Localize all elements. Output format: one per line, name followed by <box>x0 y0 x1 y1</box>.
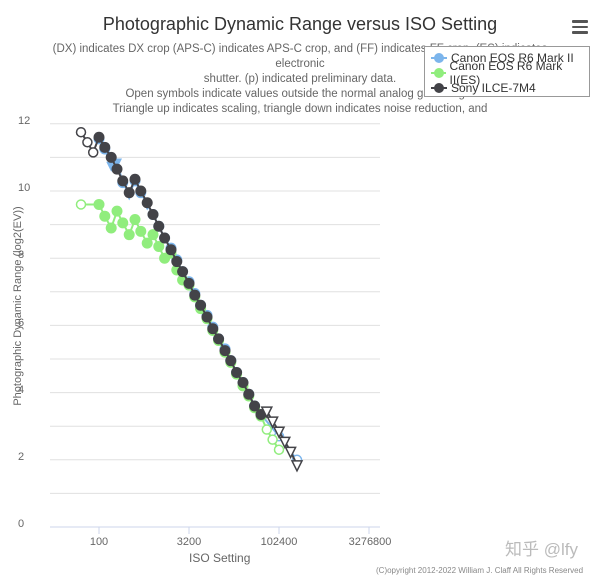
series-line <box>81 203 280 451</box>
x-tick-label: 3276800 <box>348 536 392 548</box>
data-point[interactable] <box>141 197 153 209</box>
data-point[interactable] <box>123 229 135 241</box>
data-point[interactable] <box>147 209 159 221</box>
data-point[interactable] <box>272 426 286 439</box>
data-point[interactable] <box>75 126 87 138</box>
chart-subtitle: (DX) indicates DX crop (APS-C) indicates… <box>30 42 570 117</box>
y-tick-label: 8 <box>18 249 25 261</box>
y-tick-label: 10 <box>18 182 31 194</box>
x-tick-label: 3200 <box>176 536 202 548</box>
legend-circle-icon <box>431 67 446 78</box>
data-point[interactable] <box>129 173 141 185</box>
data-point[interactable] <box>261 424 273 435</box>
data-point[interactable] <box>207 323 219 335</box>
y-axis-label: Photographic Dynamic Range (log2(EV)) <box>12 206 24 406</box>
data-point[interactable] <box>183 277 195 289</box>
data-point[interactable] <box>225 355 237 367</box>
legend-item-canon-r6ii[interactable]: Canon EOS R6 Mark II <box>431 50 583 65</box>
subtitle-line: (DX) indicates DX crop (APS-C) indicates… <box>52 43 548 70</box>
watermark: 知乎 @lfy <box>505 540 578 559</box>
data-point[interactable] <box>93 198 105 210</box>
data-point[interactable] <box>93 131 105 143</box>
data-point[interactable] <box>153 240 165 252</box>
legend-label: Canon EOS R6 Mark II <box>451 50 574 65</box>
data-point[interactable] <box>284 446 297 460</box>
y-tick-label: 0 <box>18 518 25 530</box>
data-point[interactable] <box>99 141 111 153</box>
data-point[interactable] <box>82 137 93 148</box>
legend: Canon EOS R6 Mark II Canon EOS R6 Mark I… <box>424 46 590 97</box>
data-point[interactable] <box>260 406 274 419</box>
data-point[interactable] <box>117 175 129 187</box>
data-point[interactable] <box>111 205 123 217</box>
data-point[interactable] <box>278 436 292 449</box>
x-tick-label: 102400 <box>260 536 298 548</box>
y-tick-label: 12 <box>18 115 31 127</box>
data-point[interactable] <box>195 299 207 311</box>
data-point[interactable] <box>171 256 183 268</box>
data-point[interactable] <box>237 377 249 389</box>
data-point[interactable] <box>117 217 129 229</box>
data-point[interactable] <box>165 244 177 256</box>
data-point[interactable] <box>213 333 225 345</box>
legend-circle-icon <box>431 82 447 93</box>
data-point[interactable] <box>99 210 111 222</box>
copyright-text: (C)opyright 2012-2022 William J. Claff A… <box>376 566 584 575</box>
legend-circle-icon <box>431 52 447 63</box>
chart-title: Photographic Dynamic Range versus ISO Se… <box>102 14 498 34</box>
data-point[interactable] <box>147 229 159 241</box>
data-point[interactable] <box>266 416 279 429</box>
x-tick-label: 100 <box>89 536 109 548</box>
data-point[interactable] <box>177 266 189 278</box>
data-point[interactable] <box>159 232 171 244</box>
data-point[interactable] <box>267 434 278 445</box>
data-point[interactable] <box>123 187 135 199</box>
subtitle-line: shutter. (p) indicated preliminary data. <box>203 73 397 85</box>
data-point[interactable] <box>153 220 165 232</box>
data-point[interactable] <box>273 444 285 455</box>
legend-item-sony-a7m4[interactable]: Sony ILCE-7M4 <box>431 80 583 95</box>
subtitle-line: Triangle up indicates scaling, triangle … <box>112 103 488 115</box>
legend-label: Canon EOS R6 Mark II(ES) <box>449 58 563 87</box>
data-point[interactable] <box>75 199 87 210</box>
data-point[interactable] <box>105 222 117 234</box>
legend-item-canon-r6ii-es[interactable]: Canon EOS R6 Mark II(ES) <box>431 59 583 87</box>
data-point[interactable] <box>141 237 153 249</box>
y-tick-label: 6 <box>18 317 25 329</box>
data-point[interactable] <box>249 400 261 412</box>
data-point[interactable] <box>243 388 255 400</box>
hamburger-menu-icon[interactable] <box>572 20 588 34</box>
legend-label: Sony ILCE-7M4 <box>451 80 536 95</box>
data-point[interactable] <box>87 147 99 158</box>
subtitle-line: Open symbols indicate values outside the… <box>125 88 475 100</box>
data-point[interactable] <box>189 289 201 301</box>
data-point[interactable] <box>201 311 213 323</box>
y-tick-label: 2 <box>18 451 25 463</box>
y-tick-label: 4 <box>18 384 25 396</box>
data-point[interactable] <box>135 185 147 197</box>
data-point[interactable] <box>219 345 231 357</box>
data-point[interactable] <box>290 460 304 473</box>
data-point[interactable] <box>105 151 117 163</box>
data-point[interactable] <box>135 225 147 237</box>
data-point[interactable] <box>231 366 243 378</box>
x-axis-label: ISO Setting <box>189 551 251 565</box>
data-point[interactable] <box>129 214 141 226</box>
data-point[interactable] <box>111 163 123 175</box>
